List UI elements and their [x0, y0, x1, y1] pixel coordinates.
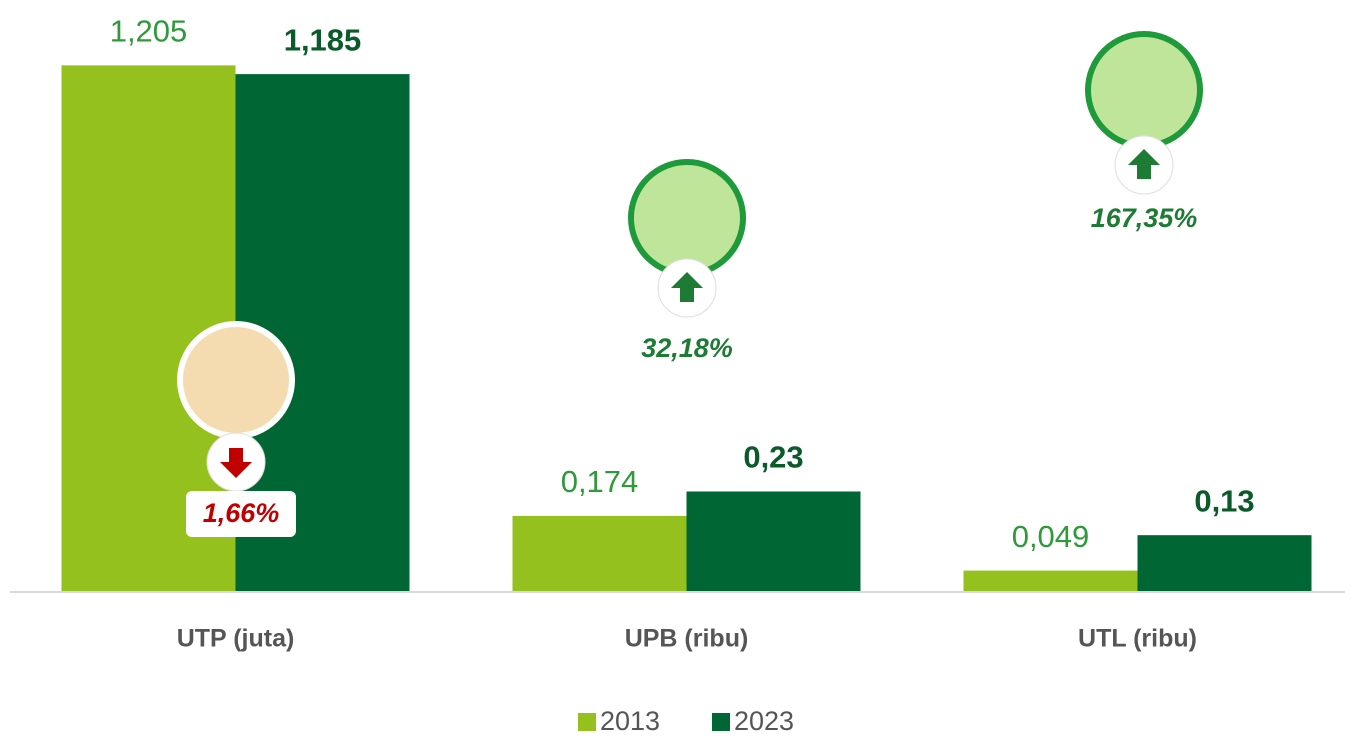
legend-label: 2023 — [734, 706, 794, 736]
annotation: 32,18% — [641, 333, 733, 363]
value-label: 1,205 — [110, 14, 188, 49]
legend-swatch — [578, 713, 596, 731]
chart: 1,205 1,185 UTP (juta) 0,174 0,23 UPB (ribu) 0… — [0, 0, 1345, 738]
icon — [1088, 34, 1200, 146]
value-label: 0,23 — [743, 440, 803, 475]
bar — [964, 571, 1138, 592]
icon — [631, 162, 743, 274]
value-label: 0,049 — [1012, 519, 1090, 554]
value-label: 0,174 — [561, 464, 639, 499]
bar — [687, 491, 861, 592]
x-tick-label: UTP (juta) — [177, 625, 295, 653]
legend-swatch — [712, 713, 730, 731]
x-tick-label: UPB (ribu) — [625, 625, 749, 653]
x-tick-label: UTL (ribu) — [1078, 625, 1197, 653]
legend-label: 2013 — [600, 706, 660, 736]
value-label: 0,13 — [1194, 483, 1254, 518]
bar — [1138, 535, 1312, 592]
annotation: 167,35% — [1091, 203, 1198, 233]
bar — [513, 516, 687, 592]
annotation: 1,66% — [203, 498, 280, 528]
value-label: 1,185 — [284, 22, 362, 57]
icon — [180, 324, 292, 436]
